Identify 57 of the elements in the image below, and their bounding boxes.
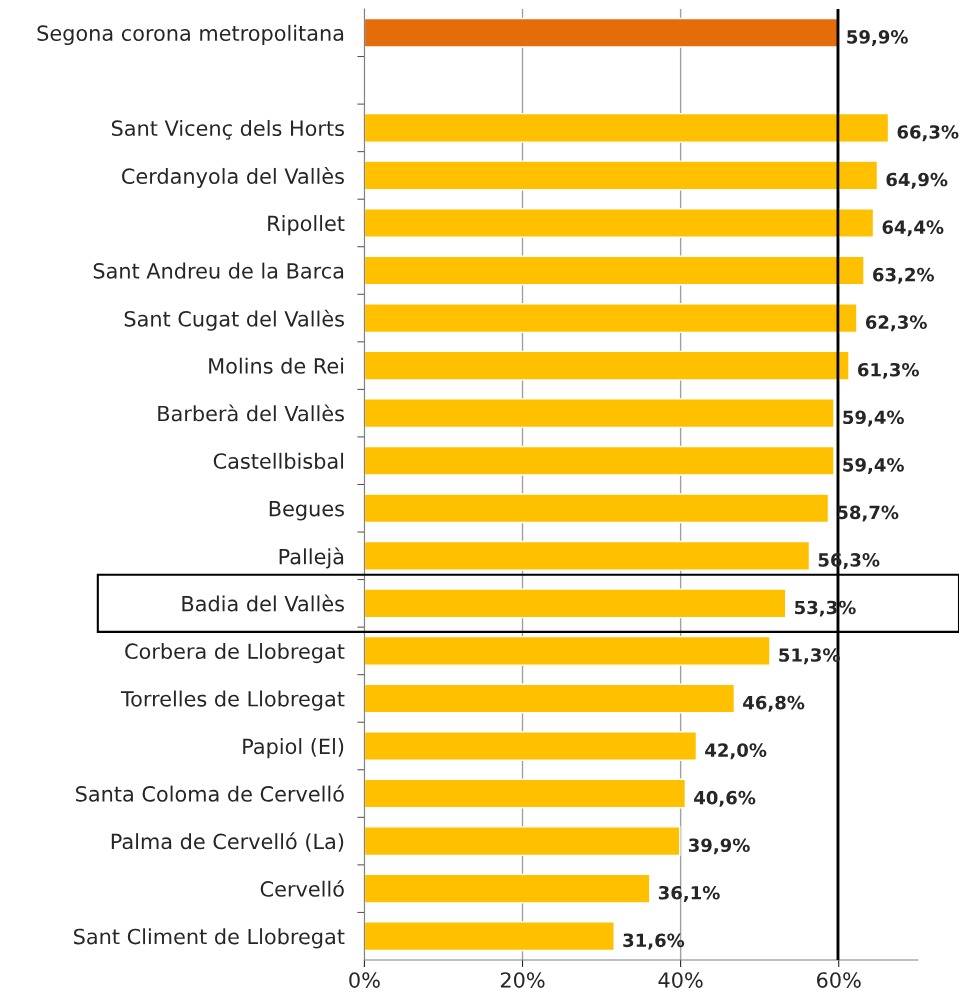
y-tick-label: Sant Climent de Llobregat <box>74 928 345 949</box>
bar <box>364 17 839 48</box>
y-tick-label: Santa Coloma de Cervelló <box>76 784 344 802</box>
x-tick-label: 60% <box>817 972 861 988</box>
bar <box>364 635 771 666</box>
bar <box>364 112 890 143</box>
bar <box>364 255 865 286</box>
data-label: 62,3% <box>865 315 927 332</box>
y-tick-label: Sant Andreu de la Barca <box>93 262 344 279</box>
y-tick-label: Castellbisbal <box>213 452 344 469</box>
data-label: 59,4% <box>843 458 904 474</box>
y-tick-label: Ripollet <box>268 215 345 236</box>
data-label: 64,4% <box>882 220 944 237</box>
y-tick-label: Cervelló <box>260 879 344 897</box>
y-tick-label: Papiol (El) <box>243 738 344 759</box>
y-tick-label: Segona corona metropolitana <box>37 24 344 46</box>
data-label: 61,3% <box>858 362 919 379</box>
data-label: 31,6% <box>623 933 685 950</box>
bar <box>364 588 787 619</box>
bar <box>364 493 830 524</box>
bar <box>364 731 698 761</box>
data-label: 40,6% <box>694 790 756 807</box>
y-tick-label: Corbera de Llobregat <box>125 642 345 664</box>
y-tick-label: Molins de Rei <box>209 357 344 374</box>
data-label: 46,8% <box>743 695 805 712</box>
bar <box>364 398 835 429</box>
data-label: 36,1% <box>658 885 720 902</box>
data-label: 59,9% <box>847 30 908 47</box>
bar <box>364 208 875 238</box>
data-label: 42,0% <box>705 743 767 760</box>
y-tick-label: Pallejà <box>279 547 344 569</box>
bar <box>364 350 850 381</box>
x-tick-label: 40% <box>658 972 703 988</box>
data-label: 39,9% <box>688 838 750 855</box>
bar <box>364 445 835 476</box>
data-label: 59,4% <box>843 410 904 427</box>
y-tick-label: Barberà del Vallès <box>158 404 344 422</box>
x-tick-label: 20% <box>500 972 545 988</box>
y-tick-label: Sant Vicenç dels Horts <box>111 119 344 140</box>
y-tick-label: Palma de Cervelló (La) <box>111 832 344 852</box>
x-tick-label: 0% <box>349 972 380 988</box>
bar <box>364 778 687 809</box>
bar <box>364 873 651 904</box>
y-tick-label: Badia del Vallès <box>182 594 344 612</box>
y-tick-label: Begues <box>269 500 344 521</box>
bar <box>364 303 858 334</box>
bar <box>364 540 811 571</box>
y-tick-label: Torrelles de Llobregat <box>120 690 345 711</box>
data-label: 63,2% <box>873 267 934 284</box>
data-label: 66,3% <box>897 125 959 142</box>
bar <box>364 160 879 191</box>
data-label: 64,9% <box>886 172 948 189</box>
bar <box>364 683 736 714</box>
y-tick-label: Sant Cugat del Vallès <box>124 309 344 331</box>
y-tick-label: Cerdanyola del Vallès <box>122 167 344 189</box>
bar <box>364 826 681 857</box>
bar <box>364 921 615 952</box>
